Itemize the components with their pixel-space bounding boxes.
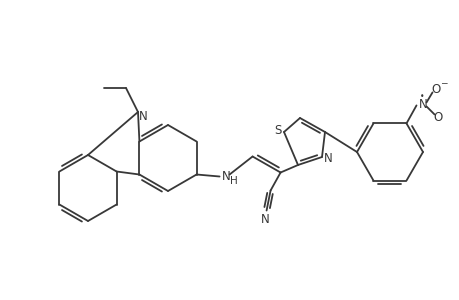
Text: N: N (222, 170, 230, 183)
Text: N: N (418, 98, 427, 111)
Text: −: − (439, 78, 446, 87)
Text: H: H (229, 176, 237, 185)
Text: S: S (274, 124, 281, 137)
Text: •: • (420, 92, 424, 101)
Text: N: N (323, 152, 332, 164)
Text: O: O (431, 83, 440, 96)
Text: N: N (138, 110, 147, 122)
Text: O: O (433, 111, 442, 124)
Text: N: N (261, 213, 269, 226)
